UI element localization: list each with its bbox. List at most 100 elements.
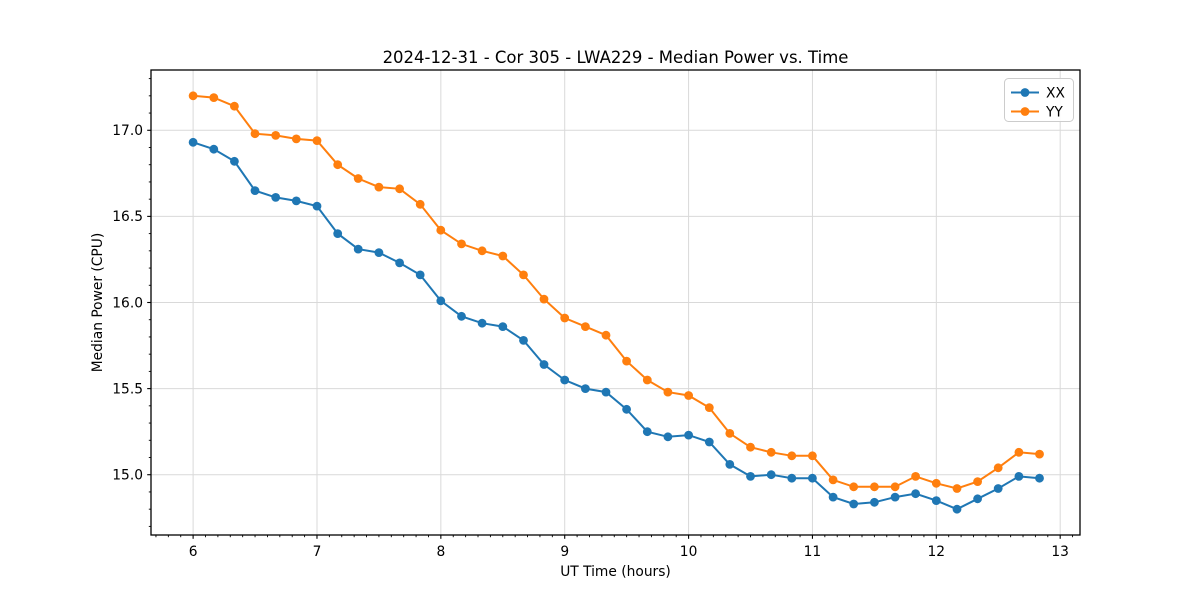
data-point-xx xyxy=(230,156,239,166)
data-point-yy xyxy=(291,134,301,144)
axes-spines xyxy=(150,69,1081,536)
data-point-xx xyxy=(808,473,817,483)
data-point-yy xyxy=(870,482,879,492)
data-point-yy xyxy=(849,482,859,492)
data-point-yy xyxy=(663,387,673,397)
y-tick-labels: 15.0 15.5 16.0 16.5 17.0 xyxy=(112,123,143,483)
data-point-yy xyxy=(250,129,260,139)
data-point-xx xyxy=(291,196,301,206)
chart-title: 2024-12-31 - Cor 305 - LWA229 - Median P… xyxy=(383,48,849,67)
y-tick-label: 16.5 xyxy=(112,209,143,225)
data-point-xx xyxy=(849,499,859,509)
data-point-xx xyxy=(250,186,260,196)
x-tick-label: 12 xyxy=(928,544,946,560)
data-point-xx xyxy=(890,492,900,502)
data-point-xx xyxy=(374,248,384,257)
x-tick-label: 7 xyxy=(313,544,322,560)
data-point-xx xyxy=(828,492,838,502)
data-point-yy xyxy=(766,447,776,457)
data-point-xx xyxy=(642,427,652,437)
data-point-xx xyxy=(870,497,879,507)
data-point-yy xyxy=(1014,447,1024,457)
data-point-xx xyxy=(560,375,570,385)
data-point-xx xyxy=(952,504,962,514)
x-tick-label: 9 xyxy=(560,544,569,560)
data-point-yy xyxy=(457,239,466,249)
data-point-yy xyxy=(1035,449,1044,459)
data-point-xx xyxy=(539,360,549,369)
data-point-xx xyxy=(209,144,219,154)
data-point-xx xyxy=(973,494,982,504)
data-point-xx xyxy=(684,430,693,440)
data-point-xx xyxy=(766,470,776,480)
x-tick-label: 13 xyxy=(1051,544,1069,560)
data-point-xx xyxy=(353,244,363,254)
y-axis-label: Median Power (CPU) xyxy=(90,233,106,373)
data-point-xx xyxy=(333,229,343,239)
y-tick-label: 15.5 xyxy=(112,381,143,397)
data-point-yy xyxy=(353,174,363,183)
data-point-yy xyxy=(642,375,652,385)
y-tick-label: 17.0 xyxy=(112,123,143,139)
data-point-yy xyxy=(601,330,611,340)
y-tick-label: 15.0 xyxy=(112,468,143,484)
data-point-xx xyxy=(704,437,714,447)
series-yy xyxy=(188,91,1044,493)
data-point-xx xyxy=(457,311,466,321)
data-point-yy xyxy=(312,136,322,146)
grid xyxy=(151,70,1080,535)
data-point-xx xyxy=(622,404,631,414)
data-point-xx xyxy=(498,322,508,331)
data-point-yy xyxy=(973,477,982,486)
data-point-yy xyxy=(622,356,631,366)
y-tick-label: 16.0 xyxy=(112,295,143,311)
data-point-xx xyxy=(993,484,1003,493)
data-point-xx xyxy=(188,137,198,147)
x-tick-label: 8 xyxy=(436,544,445,560)
data-point-yy xyxy=(560,313,570,323)
data-point-xx xyxy=(519,336,528,345)
x-tick-labels: 6 7 8 9 10 11 12 13 xyxy=(189,544,1069,560)
x-tick-label: 11 xyxy=(804,544,822,560)
data-point-yy xyxy=(704,403,714,412)
data-point-yy xyxy=(808,451,817,461)
data-point-yy xyxy=(828,475,838,485)
data-point-yy xyxy=(477,246,487,256)
data-point-xx xyxy=(725,460,735,469)
data-point-xx xyxy=(581,384,590,393)
data-point-xx xyxy=(395,258,404,268)
data-point-xx xyxy=(1035,473,1044,483)
data-point-yy xyxy=(333,160,343,170)
data-point-xx xyxy=(787,473,797,483)
data-point-yy xyxy=(415,199,425,209)
data-point-xx xyxy=(1014,472,1024,481)
data-point-yy xyxy=(498,251,508,261)
legend-label-yy: YY xyxy=(1045,104,1063,120)
legend-label-xx: XX xyxy=(1046,85,1065,101)
data-point-yy xyxy=(746,442,755,452)
data-point-yy xyxy=(271,131,281,140)
data-point-yy xyxy=(395,184,404,194)
data-point-yy xyxy=(539,294,549,304)
data-point-xx xyxy=(746,472,755,481)
x-tick-label: 10 xyxy=(680,544,698,560)
data-point-yy xyxy=(519,270,528,280)
x-axis-label: UT Time (hours) xyxy=(560,564,671,580)
data-point-yy xyxy=(581,322,590,331)
data-point-yy xyxy=(911,472,920,481)
data-point-yy xyxy=(230,101,239,111)
data-point-xx xyxy=(911,489,920,499)
legend: XX YY xyxy=(1004,78,1074,122)
data-point-xx xyxy=(477,318,487,328)
data-point-yy xyxy=(890,482,900,492)
data-point-yy xyxy=(436,225,446,235)
data-point-yy xyxy=(952,484,962,493)
data-point-yy xyxy=(787,451,797,461)
data-point-yy xyxy=(993,463,1003,473)
data-point-yy xyxy=(188,91,198,101)
data-point-yy xyxy=(209,93,219,102)
series-xx xyxy=(188,137,1044,514)
data-point-yy xyxy=(374,182,384,192)
